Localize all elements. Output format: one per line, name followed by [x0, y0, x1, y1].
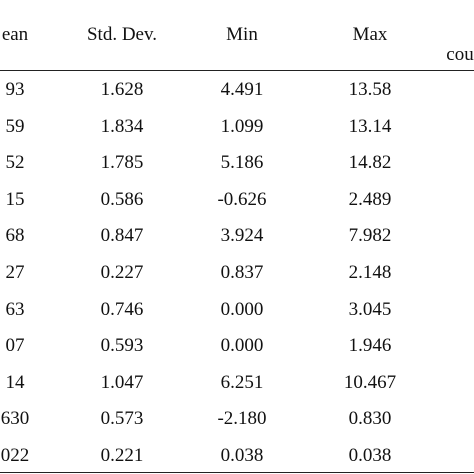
table-cell: 15 — [5, 188, 25, 210]
header-rule — [0, 70, 474, 71]
table-cell: 14 — [5, 371, 25, 393]
table-cell: 0.038 — [348, 445, 392, 466]
table-cell: 13.14 — [348, 115, 392, 137]
table-cell: 1.946 — [348, 335, 392, 357]
table-cell: 07 — [5, 335, 25, 357]
column-header: ean — [1, 24, 29, 45]
table-cell: 0.227 — [100, 262, 144, 283]
column-header: Std. Dev. — [86, 24, 158, 45]
table-cell: -2.180 — [217, 408, 267, 430]
table-cell: 5.186 — [220, 152, 264, 174]
table-cell: 0.746 — [100, 298, 144, 320]
table-cell: 1.785 — [100, 152, 144, 174]
table-cell: 0.586 — [100, 188, 144, 210]
table-cell: 2.489 — [348, 188, 392, 210]
table-cell: 0.593 — [100, 335, 144, 357]
table-cell: 630 — [0, 408, 30, 430]
table-cell: 68 — [5, 225, 25, 247]
table-cell: 0.000 — [220, 298, 264, 320]
table-cell: 1.047 — [100, 371, 144, 393]
column-header: cou — [446, 44, 474, 65]
table-cell: 0.038 — [220, 445, 264, 466]
table-cell: 27 — [5, 262, 25, 283]
table-cell: 59 — [5, 115, 25, 137]
table-cell: 14.82 — [348, 152, 392, 174]
table-cell: 10.467 — [343, 371, 397, 393]
table-cell: 0.221 — [100, 445, 144, 466]
table-cell: 13.58 — [348, 79, 392, 100]
table-cell: 1.834 — [100, 115, 144, 137]
table-cell: 0.000 — [220, 335, 264, 357]
bottom-rule — [0, 472, 474, 473]
table-cell: 2.148 — [348, 262, 392, 283]
table-cell: 0.830 — [348, 408, 392, 430]
table-cell: 52 — [5, 152, 25, 174]
table-cell: -0.626 — [217, 188, 267, 210]
table-cell: 63 — [5, 298, 25, 320]
table-cell: 93 — [5, 79, 25, 100]
table-cell: 3.045 — [348, 298, 392, 320]
table-cell: 1.628 — [100, 79, 144, 100]
column-header: Min — [226, 24, 258, 45]
column-header: Max — [352, 24, 388, 45]
table-cell: 1.099 — [220, 115, 264, 137]
table-cell: 3.924 — [220, 225, 264, 247]
table-cell: 7.982 — [348, 225, 392, 247]
table-cell: 0.847 — [100, 225, 144, 247]
table-cell: 0.837 — [220, 262, 264, 283]
table-cell: 4.491 — [220, 79, 264, 100]
table-cell: 6.251 — [220, 371, 264, 393]
table-cell: 022 — [0, 445, 30, 466]
table-cell: 0.573 — [100, 408, 144, 430]
